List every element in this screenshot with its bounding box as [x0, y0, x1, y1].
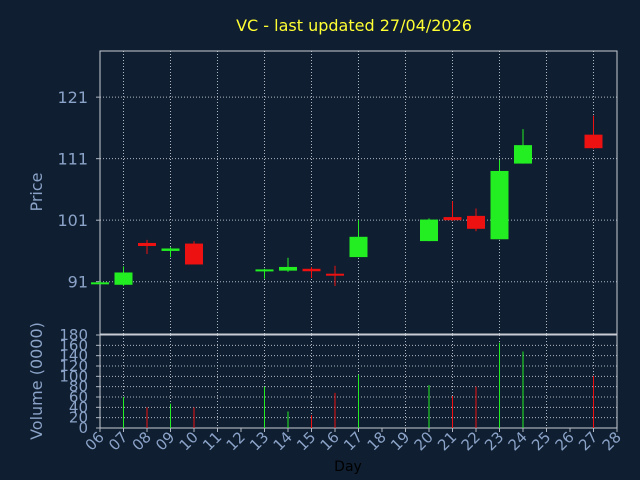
candle-body-14: [279, 266, 297, 271]
volume-tick-label: 80: [69, 378, 88, 396]
x-tick-label: 28: [599, 428, 625, 454]
volume-tick-label: 160: [59, 336, 88, 354]
candle-body-24: [514, 145, 532, 164]
volume-tick-label: 100: [59, 367, 88, 385]
volume-axis-label: Volume (0000): [27, 322, 46, 440]
x-tick-label: 13: [246, 428, 272, 454]
x-tick-label: 10: [176, 428, 202, 454]
candle-body-13: [255, 269, 274, 272]
x-tick-label: 19: [387, 428, 413, 454]
volume-tick-label: 120: [59, 357, 88, 375]
x-tick-label: 25: [528, 428, 554, 454]
candle-body-07: [114, 272, 133, 285]
price-tick-label: 91: [68, 273, 88, 292]
candle-body-09: [161, 248, 180, 251]
candle-body-27: [584, 134, 603, 149]
candles-layer: [91, 115, 603, 287]
candle-body-15: [302, 268, 321, 272]
candle-body-08: [138, 242, 156, 247]
tick-layer: 0607080910111213141516171819202122232425…: [57, 88, 624, 454]
candle-body-16: [326, 273, 344, 276]
x-tick-label: 15: [293, 428, 319, 454]
candle-body-17: [349, 236, 368, 258]
x-tick-label: 24: [505, 428, 531, 454]
x-tick-label: 18: [364, 428, 390, 454]
x-tick-label: 22: [458, 428, 484, 454]
candle-body-22: [467, 215, 485, 229]
volume-tick-label: 40: [69, 398, 88, 416]
x-tick-label: 23: [481, 428, 507, 454]
volume-tick-label: 180: [59, 326, 88, 344]
volume-tick-label: 60: [69, 388, 88, 406]
x-tick-label: 20: [411, 428, 437, 454]
price-tick-label: 101: [57, 211, 88, 230]
price-panel-frame: [99, 50, 618, 335]
volume-tick-label: 140: [59, 347, 88, 365]
x-tick-label: 27: [575, 428, 601, 454]
x-tick-label: 16: [317, 428, 343, 454]
volume-tick-label: 0: [78, 419, 88, 437]
x-axis-label: Day: [334, 459, 362, 475]
candle-body-20: [420, 219, 438, 242]
x-tick-label: 09: [152, 428, 178, 454]
x-tick-label: 12: [223, 428, 249, 454]
price-tick-label: 111: [57, 150, 88, 169]
x-tick-label: 07: [105, 428, 131, 454]
candle-body-06: [91, 282, 109, 285]
chart-title: VC - last updated 27/04/2026: [236, 16, 472, 35]
x-tick-label: 17: [340, 428, 366, 454]
x-tick-label: 14: [270, 428, 296, 454]
candle-body-21: [443, 217, 462, 221]
x-tick-label: 11: [199, 428, 225, 454]
candle-body-10: [185, 243, 203, 265]
price-tick-label: 121: [57, 88, 88, 107]
candle-body-23: [490, 170, 509, 240]
volume-layer: [123, 342, 594, 428]
volume-tick-label: 20: [69, 409, 88, 427]
price-axis-label: Price: [27, 172, 46, 211]
x-tick-label: 26: [552, 428, 578, 454]
x-tick-label: 08: [129, 428, 155, 454]
x-tick-label: 21: [434, 428, 460, 454]
